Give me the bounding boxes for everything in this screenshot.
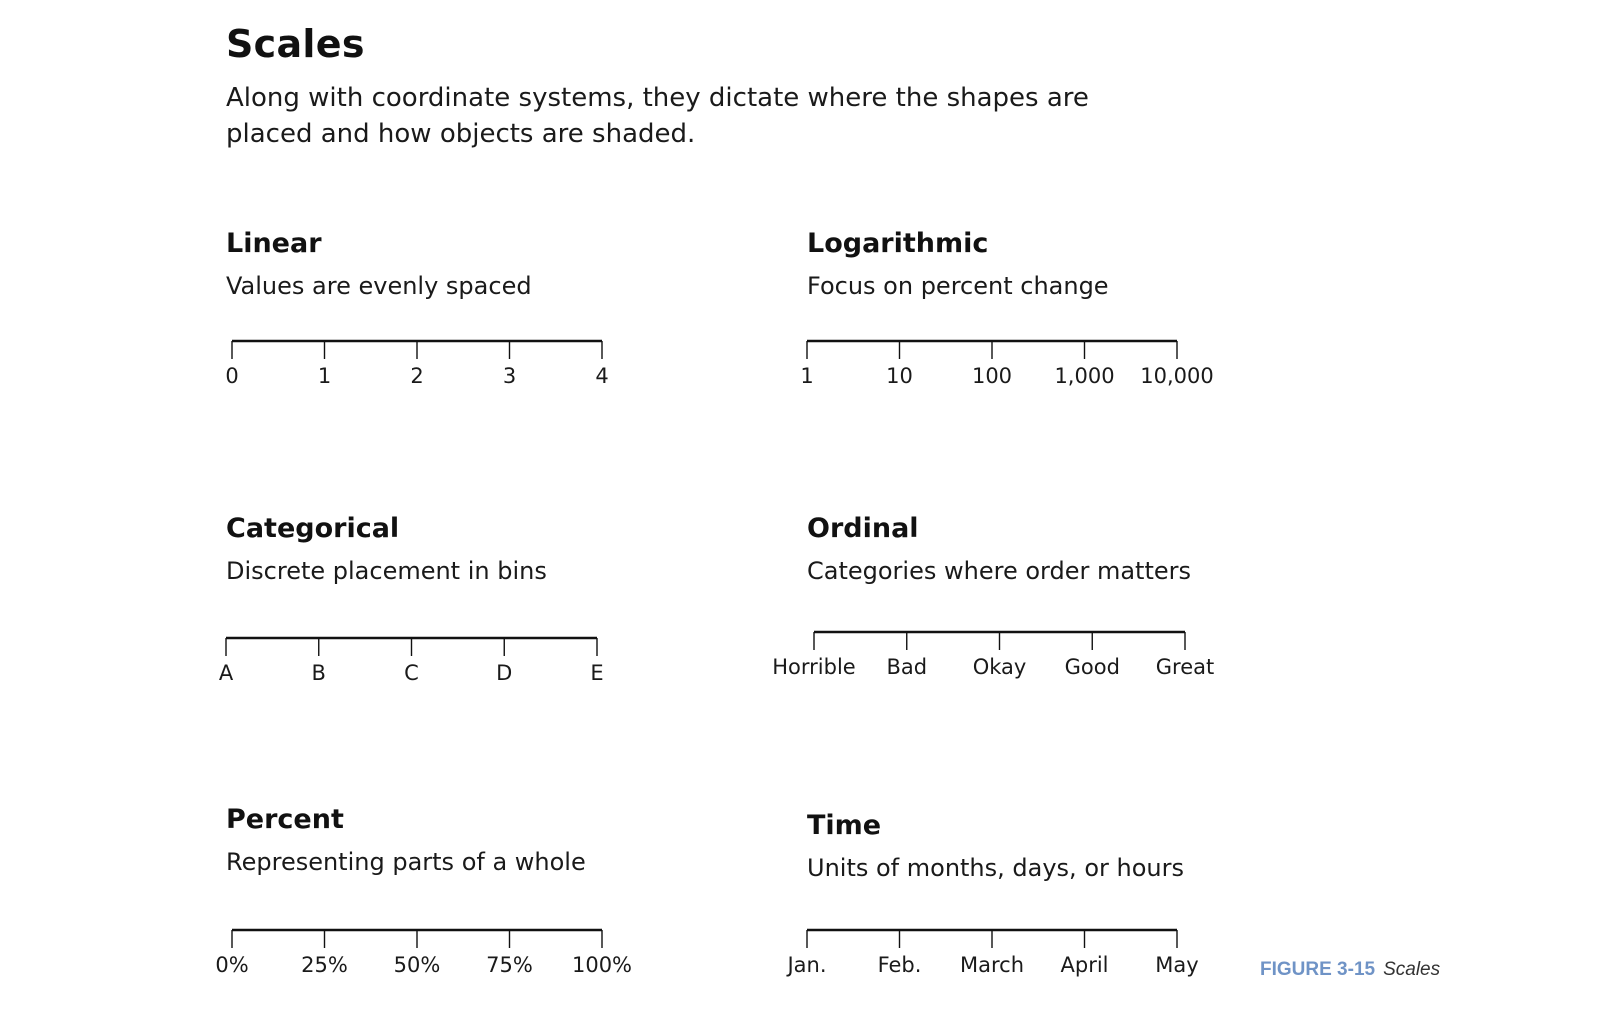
time-panel-description: Units of months, days, or hours bbox=[807, 854, 1184, 882]
logarithmic-tick-label: 1 bbox=[800, 364, 813, 388]
ordinal-panel-description: Categories where order matters bbox=[807, 557, 1191, 585]
page-subtitle: Along with coordinate systems, they dict… bbox=[226, 80, 1089, 152]
ordinal-tick-label: Okay bbox=[973, 655, 1027, 679]
linear-tick-label: 4 bbox=[595, 364, 608, 388]
ordinal-scale-axis: Horrible Bad Okay Good Great bbox=[772, 630, 1214, 679]
linear-panel-title: Linear bbox=[226, 228, 322, 259]
linear-panel-description: Values are evenly spaced bbox=[226, 272, 532, 300]
percent-tick-label: 50% bbox=[394, 953, 441, 977]
time-tick-label: March bbox=[960, 953, 1024, 977]
percent-tick-label: 75% bbox=[486, 953, 533, 977]
figure-caption-text: Scales bbox=[1383, 959, 1441, 980]
logarithmic-panel-description: Focus on percent change bbox=[807, 272, 1109, 300]
categorical-scale-axis: A B C D E bbox=[219, 636, 604, 685]
time-tick-label: April bbox=[1061, 953, 1109, 977]
time-tick-label: Jan. bbox=[785, 953, 826, 977]
categorical-tick-label: C bbox=[404, 661, 419, 685]
logarithmic-tick-label: 100 bbox=[972, 364, 1012, 388]
time-tick-label: May bbox=[1155, 953, 1198, 977]
linear-tick-label: 1 bbox=[318, 364, 331, 388]
page-title: Scales bbox=[226, 22, 365, 66]
linear-tick-label: 3 bbox=[503, 364, 516, 388]
percent-tick-label: 100% bbox=[572, 953, 632, 977]
time-panel-title: Time bbox=[807, 810, 882, 841]
ordinal-tick-label: Good bbox=[1065, 655, 1120, 679]
percent-tick-label: 25% bbox=[301, 953, 348, 977]
figure-caption: FIGURE 3-15 Scales bbox=[1260, 958, 1440, 981]
percent-scale-axis: 0% 25% 50% 75% 100% bbox=[215, 928, 632, 977]
logarithmic-tick-label: 10,000 bbox=[1140, 364, 1213, 388]
page-subtitle-line-2: placed and how objects are shaded. bbox=[226, 119, 696, 149]
time-scale-axis: Jan. Feb. March April May bbox=[785, 928, 1199, 977]
logarithmic-tick-label: 1,000 bbox=[1054, 364, 1114, 388]
ordinal-tick-label: Great bbox=[1156, 655, 1214, 679]
categorical-tick-label: E bbox=[590, 661, 603, 685]
linear-tick-label: 2 bbox=[410, 364, 423, 388]
categorical-tick-label: A bbox=[219, 661, 234, 685]
time-tick-label: Feb. bbox=[878, 953, 922, 977]
figure-caption-label: FIGURE 3-15 bbox=[1260, 959, 1376, 980]
categorical-tick-label: B bbox=[312, 661, 326, 685]
percent-tick-label: 0% bbox=[215, 953, 248, 977]
ordinal-tick-label: Horrible bbox=[772, 655, 855, 679]
categorical-panel-description: Discrete placement in bins bbox=[226, 557, 547, 585]
logarithmic-panel-title: Logarithmic bbox=[807, 228, 989, 259]
linear-scale-axis: 0 1 2 3 4 bbox=[225, 339, 609, 388]
linear-tick-label: 0 bbox=[225, 364, 238, 388]
ordinal-panel-title: Ordinal bbox=[807, 513, 919, 544]
categorical-panel-title: Categorical bbox=[226, 513, 400, 544]
categorical-tick-label: D bbox=[496, 661, 512, 685]
ordinal-tick-label: Bad bbox=[886, 655, 927, 679]
percent-panel-title: Percent bbox=[226, 804, 344, 835]
page-subtitle-line-1: Along with coordinate systems, they dict… bbox=[226, 83, 1089, 113]
logarithmic-scale-axis: 1 10 100 1,000 10,000 bbox=[800, 339, 1214, 388]
percent-panel-description: Representing parts of a whole bbox=[226, 848, 586, 876]
logarithmic-tick-label: 10 bbox=[886, 364, 913, 388]
